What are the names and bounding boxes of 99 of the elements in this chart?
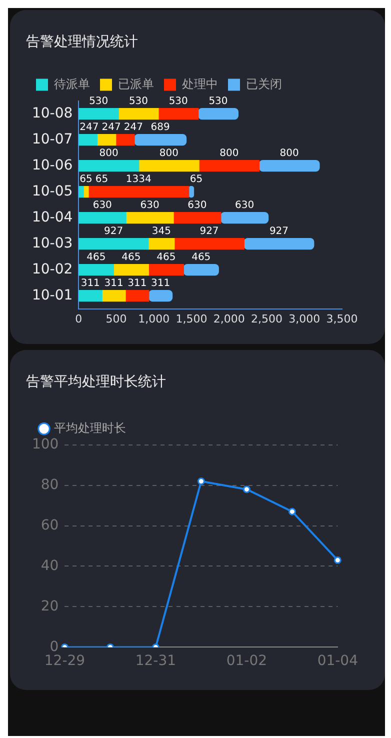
point bbox=[288, 508, 296, 516]
data-label: 65 bbox=[80, 174, 92, 185]
x-tick-label: 1,500 bbox=[176, 312, 208, 326]
x-tick-label: 500 bbox=[106, 312, 127, 326]
bar bbox=[198, 160, 260, 172]
y-tick-label: 10-03 bbox=[32, 235, 73, 252]
y-tick-label: 10-01 bbox=[32, 287, 73, 304]
x-tick-label: 1,000 bbox=[138, 312, 170, 326]
bar bbox=[258, 160, 320, 172]
x-tick-label: 3,000 bbox=[288, 312, 320, 326]
bar bbox=[198, 108, 239, 120]
bar bbox=[116, 134, 135, 146]
bar bbox=[138, 160, 200, 172]
legend-label: 平均处理时长 bbox=[54, 420, 126, 435]
data-label: 465 bbox=[122, 252, 141, 263]
x-tick-label: 12-31 bbox=[135, 653, 176, 670]
data-label: 311 bbox=[151, 278, 170, 289]
bar bbox=[148, 264, 184, 276]
chart-title: 告警处理情况统计 bbox=[26, 34, 138, 50]
bar bbox=[78, 290, 102, 302]
y-tick-label: 10-02 bbox=[32, 261, 73, 278]
point bbox=[197, 477, 205, 485]
y-tick-label: 10-06 bbox=[32, 157, 73, 174]
bar bbox=[118, 108, 159, 120]
data-label: 311 bbox=[128, 278, 147, 289]
y-tick-label: 100 bbox=[32, 436, 59, 452]
data-label: 530 bbox=[128, 96, 148, 107]
bar bbox=[102, 290, 126, 302]
x-tick-label: 01-04 bbox=[317, 653, 358, 670]
data-label: 800 bbox=[159, 148, 179, 159]
bar bbox=[78, 238, 149, 250]
bar bbox=[134, 134, 187, 146]
y-tick-label: 60 bbox=[40, 517, 59, 534]
bar bbox=[244, 238, 314, 250]
y-tick-label: 10-08 bbox=[32, 105, 73, 122]
bar bbox=[78, 160, 140, 172]
data-label: 689 bbox=[150, 122, 170, 133]
x-tick-label: 3,500 bbox=[326, 312, 358, 326]
bar bbox=[174, 238, 244, 250]
data-label: 630 bbox=[188, 200, 207, 211]
bar bbox=[78, 108, 119, 120]
data-label: 630 bbox=[140, 200, 160, 211]
bar bbox=[78, 186, 84, 198]
bar bbox=[220, 212, 269, 224]
legend-label: 待派单 bbox=[54, 76, 90, 91]
data-label: 927 bbox=[200, 226, 219, 237]
bar bbox=[78, 134, 98, 146]
data-label: 247 bbox=[124, 122, 143, 133]
data-label: 311 bbox=[104, 278, 124, 289]
point bbox=[242, 486, 250, 494]
bar bbox=[183, 264, 219, 276]
data-label: 311 bbox=[80, 278, 100, 289]
bar bbox=[173, 212, 222, 224]
data-label: 927 bbox=[269, 226, 289, 237]
data-label: 630 bbox=[92, 200, 112, 211]
data-label: 800 bbox=[99, 148, 118, 159]
point bbox=[334, 556, 342, 564]
data-label: 465 bbox=[86, 252, 106, 263]
data-label: 530 bbox=[208, 96, 228, 107]
legend-label: 处理中 bbox=[182, 76, 218, 91]
x-tick-label: 01-02 bbox=[226, 653, 268, 670]
y-tick-label: 10-07 bbox=[32, 131, 73, 148]
data-label: 465 bbox=[156, 252, 176, 263]
bar bbox=[88, 186, 190, 198]
data-label: 927 bbox=[104, 226, 124, 237]
bar bbox=[125, 290, 150, 302]
bar bbox=[78, 264, 114, 276]
bar bbox=[158, 108, 199, 120]
x-tick-label: 0 bbox=[75, 312, 82, 326]
x-tick-label: 2,500 bbox=[251, 312, 283, 326]
y-tick-label: 10-04 bbox=[32, 209, 73, 226]
x-tick-label: 12-29 bbox=[44, 653, 86, 670]
data-label: 247 bbox=[80, 122, 99, 133]
bar bbox=[126, 212, 174, 224]
data-label: 630 bbox=[235, 200, 254, 211]
bar bbox=[78, 212, 126, 224]
y-tick-label: 80 bbox=[40, 476, 59, 493]
legend-label: 已派单 bbox=[118, 76, 154, 91]
data-label: 65 bbox=[95, 174, 108, 185]
bar bbox=[148, 290, 173, 302]
chart-title: 告警平均处理时长统计 bbox=[26, 374, 166, 390]
bar bbox=[148, 238, 175, 250]
data-label: 800 bbox=[220, 148, 239, 159]
y-tick-label: 0 bbox=[50, 638, 59, 655]
data-label: 1334 bbox=[126, 174, 152, 185]
data-label: 345 bbox=[152, 226, 171, 237]
data-label: 800 bbox=[280, 148, 299, 159]
legend-label: 已关闭 bbox=[246, 76, 282, 91]
data-label: 465 bbox=[192, 252, 211, 263]
data-label: 65 bbox=[190, 174, 203, 185]
bar bbox=[96, 134, 116, 146]
bar bbox=[113, 264, 149, 276]
y-tick-label: 20 bbox=[40, 598, 59, 614]
y-tick-label: 10-05 bbox=[32, 183, 73, 200]
data-label: 530 bbox=[168, 96, 188, 107]
x-tick-label: 2,000 bbox=[213, 312, 245, 326]
data-label: 247 bbox=[102, 122, 121, 133]
y-tick-label: 40 bbox=[40, 558, 59, 574]
data-label: 530 bbox=[89, 96, 108, 107]
